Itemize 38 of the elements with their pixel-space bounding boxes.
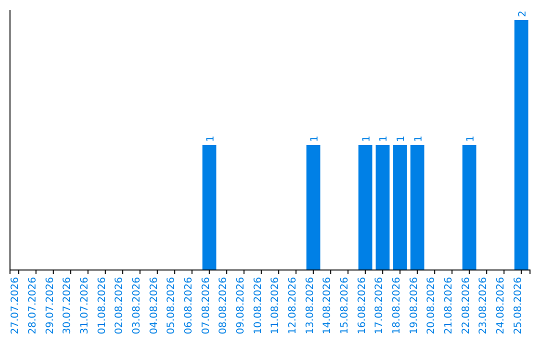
x-tick-label: 24.08.2026 — [496, 277, 506, 334]
data-label: 1 — [465, 136, 476, 142]
data-label: 1 — [205, 136, 216, 142]
x-tick-label: 31.07.2026 — [80, 277, 90, 334]
x-tick-label: 06.08.2026 — [184, 277, 194, 334]
x-tick-label: 25.08.2026 — [512, 277, 524, 334]
x-tick-label: 20.08.2026 — [426, 277, 438, 334]
data-label: 1 — [413, 136, 424, 142]
x-tick-label: 11.08.2026 — [270, 277, 282, 334]
x-tick-label: 01.08.2026 — [96, 277, 108, 334]
x-tick-label: 22.08.2026 — [460, 277, 472, 334]
data-label: 1 — [378, 136, 390, 142]
x-tick-label: 14.08.2026 — [322, 277, 334, 334]
x-tick-label: 30.07.2026 — [62, 277, 74, 334]
x-tick-label: 29.07.2026 — [44, 277, 56, 334]
data-label: 1 — [361, 136, 372, 142]
data-label: 2 — [517, 10, 528, 17]
x-tick-label: 05.08.2026 — [166, 277, 178, 334]
x-tick-label: 13.08.2026 — [304, 277, 316, 334]
x-tick-label: 15.08.2026 — [340, 277, 350, 334]
x-tick-label: 16.08.2026 — [356, 277, 368, 334]
data-label: 1 — [396, 136, 407, 142]
x-tick-label: 21.08.2026 — [444, 277, 454, 334]
x-tick-label: 17.08.2026 — [374, 277, 386, 334]
x-tick-label: 23.08.2026 — [478, 277, 490, 334]
x-tick-label: 28.07.2026 — [28, 277, 38, 334]
x-tick-label: 19.08.2026 — [408, 277, 420, 334]
x-tick-label: 04.08.2026 — [148, 277, 160, 334]
x-tick-label: 07.08.2026 — [200, 277, 212, 334]
x-tick-label: 09.08.2026 — [236, 277, 246, 334]
x-tick-label: 18.08.2026 — [392, 277, 402, 334]
x-tick-label: 27.07.2026 — [10, 277, 22, 334]
x-tick-label: 03.08.2026 — [132, 277, 142, 334]
x-tick-label: 08.08.2026 — [218, 277, 230, 334]
x-tick-label: 12.08.2026 — [288, 277, 298, 334]
data-label: 1 — [309, 136, 320, 142]
x-tick-label: 10.08.2026 — [252, 277, 264, 334]
x-tick-label: 02.08.2026 — [114, 277, 126, 334]
